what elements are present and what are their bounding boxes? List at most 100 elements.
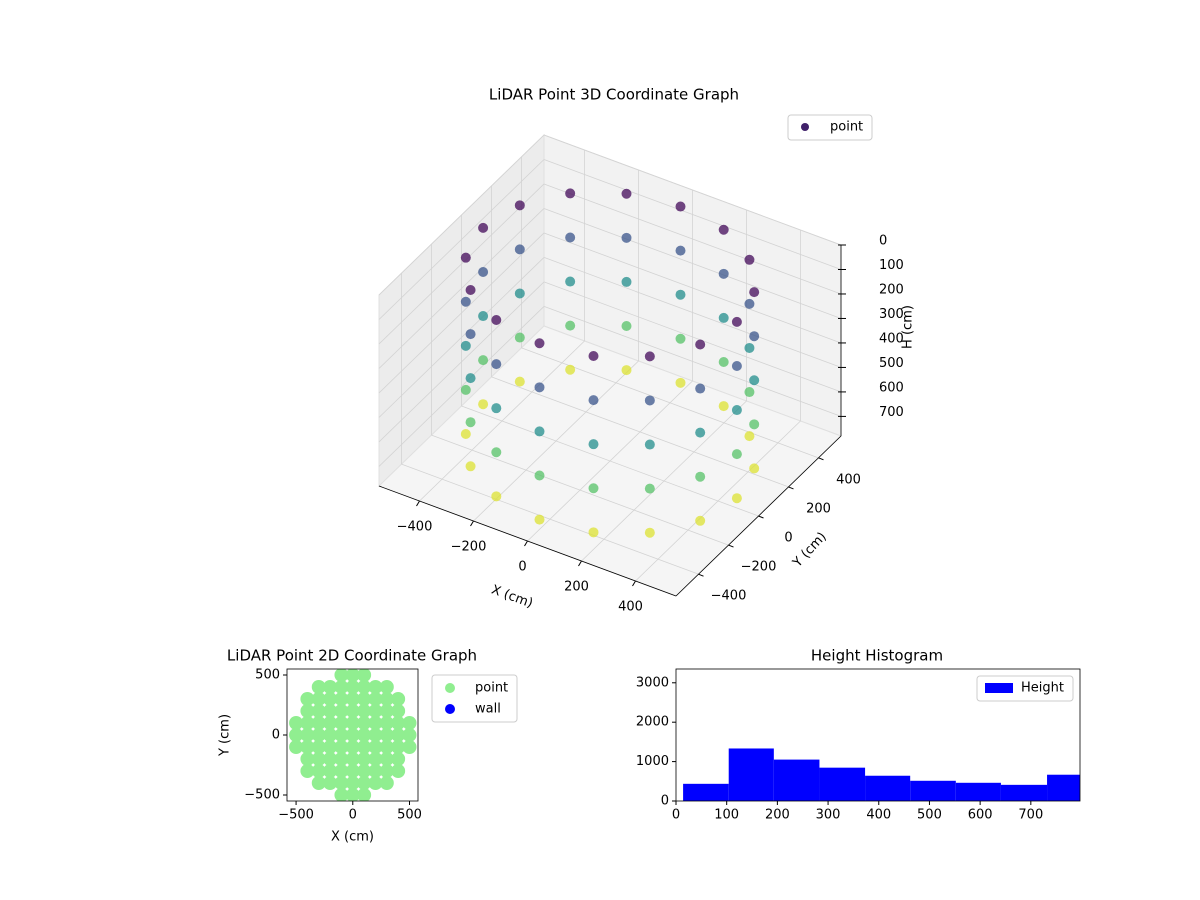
tick-mark (578, 560, 582, 567)
point (402, 728, 417, 742)
point (300, 692, 315, 706)
point (345, 776, 360, 790)
point (675, 333, 686, 344)
y-tick-label: 200 (806, 501, 831, 516)
point (744, 431, 755, 442)
point (289, 740, 304, 754)
point (644, 439, 655, 450)
point (621, 276, 632, 287)
point (675, 201, 686, 212)
bar (773, 759, 820, 801)
point (621, 232, 632, 243)
tick-mark (728, 544, 734, 548)
tick-mark (698, 573, 704, 577)
point (379, 680, 394, 694)
point (749, 419, 760, 430)
point (311, 776, 326, 790)
x-tick-label: 400 (866, 808, 891, 823)
x-tick-label: 0 (349, 808, 357, 823)
point (379, 752, 394, 766)
point (731, 449, 742, 460)
grid-line (378, 232, 545, 394)
grid-line (378, 257, 545, 418)
point (695, 339, 706, 350)
point (478, 266, 489, 277)
point (368, 692, 383, 706)
bar (819, 767, 866, 801)
point (718, 268, 729, 279)
point (460, 384, 471, 395)
y-tick-label: 2000 (636, 715, 669, 730)
point (311, 680, 326, 694)
point (345, 764, 360, 778)
grid-line (401, 463, 699, 575)
point (491, 359, 502, 370)
x-tick-label: 600 (968, 808, 993, 823)
point (334, 716, 349, 730)
tick-mark (470, 520, 474, 527)
point (334, 752, 349, 766)
x-tick-label: 500 (917, 808, 942, 823)
point (334, 740, 349, 754)
point (675, 377, 686, 388)
z-tick-label: 600 (879, 380, 904, 395)
x-tick-label: −400 (397, 520, 433, 535)
point (311, 764, 326, 778)
point (675, 289, 686, 300)
point (534, 426, 545, 437)
point (460, 252, 471, 263)
point (334, 764, 349, 778)
grid-line (543, 159, 842, 270)
point (379, 692, 394, 706)
point (588, 395, 599, 406)
point (323, 776, 338, 790)
point (465, 417, 476, 428)
point (323, 740, 338, 754)
plot-area (289, 669, 417, 801)
legend-marker (445, 683, 455, 693)
y-axis-label: Y (cm) (218, 714, 233, 757)
chart-title: Height Histogram (811, 647, 943, 665)
point (514, 332, 525, 343)
z-tick-label: 100 (879, 258, 904, 273)
point (644, 395, 655, 406)
x-tick-label: 200 (765, 808, 790, 823)
point (744, 254, 755, 265)
y-tick-label: 3000 (636, 675, 669, 690)
point (731, 316, 742, 327)
point (311, 704, 326, 718)
point (565, 276, 576, 287)
grid-line (378, 306, 545, 467)
point (368, 752, 383, 766)
point (588, 527, 599, 538)
point (644, 483, 655, 494)
point (368, 680, 383, 694)
point (357, 740, 372, 754)
point (491, 491, 502, 502)
point (731, 360, 742, 371)
point (565, 364, 576, 375)
z-tick-label: 500 (879, 356, 904, 371)
y-tick-label: 0 (272, 728, 280, 743)
point (345, 692, 360, 706)
grid-line (543, 232, 842, 344)
legend-marker (801, 123, 809, 131)
point (534, 338, 545, 349)
point (749, 463, 760, 474)
point (460, 296, 471, 307)
y-tick-label: −400 (711, 589, 747, 604)
tick-mark (416, 500, 420, 507)
point (323, 704, 338, 718)
point (644, 527, 655, 538)
point (675, 245, 686, 256)
bar (865, 775, 911, 801)
point (357, 728, 372, 742)
point (379, 764, 394, 778)
point (718, 401, 729, 412)
point (368, 776, 383, 790)
point (345, 752, 360, 766)
point (368, 704, 383, 718)
point (514, 376, 525, 387)
point (334, 669, 349, 682)
